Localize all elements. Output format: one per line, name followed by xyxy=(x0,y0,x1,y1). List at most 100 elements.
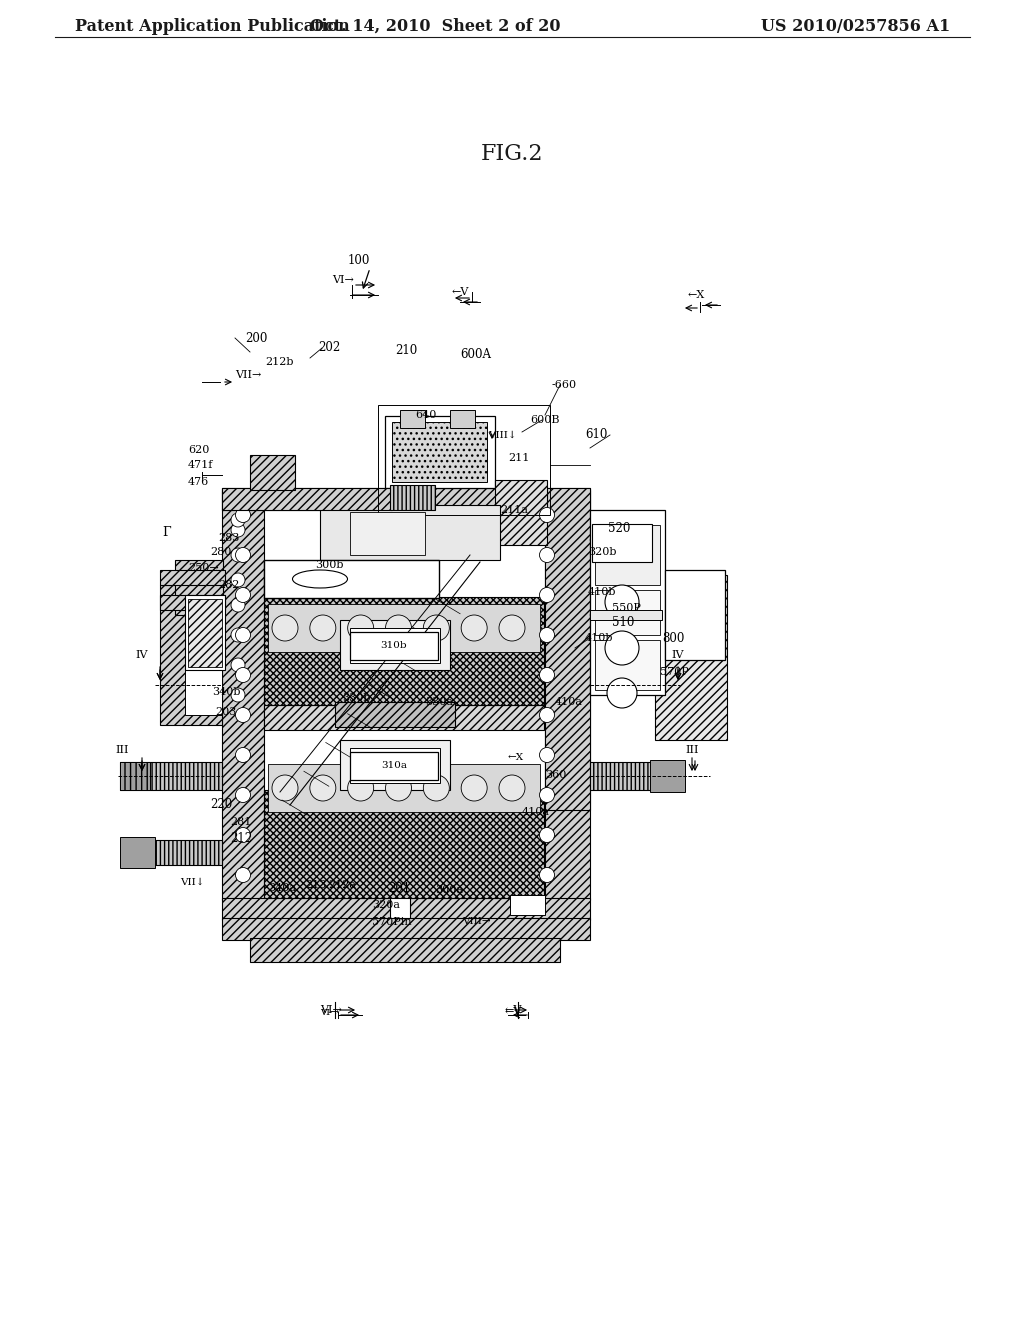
Text: VI→: VI→ xyxy=(332,275,354,285)
Text: 212: 212 xyxy=(230,832,252,845)
Bar xyxy=(595,590,660,635)
Circle shape xyxy=(540,548,555,562)
Circle shape xyxy=(231,548,245,562)
Bar xyxy=(160,570,225,585)
Circle shape xyxy=(540,828,555,842)
Circle shape xyxy=(540,867,555,883)
Circle shape xyxy=(540,788,555,803)
Bar xyxy=(650,760,685,792)
Bar xyxy=(545,490,590,900)
Text: 800: 800 xyxy=(662,631,684,644)
Circle shape xyxy=(605,631,639,665)
Text: 280: 280 xyxy=(210,546,231,557)
Bar xyxy=(350,632,438,660)
Bar xyxy=(222,488,392,510)
Bar xyxy=(378,405,550,515)
Text: 212a: 212a xyxy=(328,880,356,890)
Bar xyxy=(400,411,425,428)
Text: 300a: 300a xyxy=(435,884,463,895)
Bar xyxy=(160,595,225,610)
Text: Γ: Γ xyxy=(162,525,171,539)
Text: 600A: 600A xyxy=(460,348,490,362)
Bar xyxy=(185,595,222,715)
Text: VI→: VI→ xyxy=(319,1005,342,1015)
Bar xyxy=(590,510,665,696)
Text: 212b: 212b xyxy=(265,356,294,367)
Text: ←V: ←V xyxy=(452,286,469,297)
Bar xyxy=(120,762,150,789)
Text: 203: 203 xyxy=(215,708,237,717)
Circle shape xyxy=(348,775,374,801)
Circle shape xyxy=(236,747,251,763)
Text: 320a: 320a xyxy=(372,900,400,909)
Bar xyxy=(595,525,660,585)
Bar xyxy=(150,840,222,865)
Bar xyxy=(185,595,225,671)
Text: 202: 202 xyxy=(318,342,340,355)
Text: 471f: 471f xyxy=(188,459,213,470)
Bar xyxy=(545,488,590,810)
Text: 250→: 250→ xyxy=(188,564,219,573)
Circle shape xyxy=(310,615,336,642)
Bar xyxy=(392,422,487,482)
Bar xyxy=(665,570,725,660)
Bar xyxy=(222,488,590,510)
Text: 340b: 340b xyxy=(212,686,241,697)
Bar xyxy=(655,576,727,741)
Circle shape xyxy=(231,688,245,702)
Bar xyxy=(335,702,455,727)
Bar xyxy=(350,512,425,554)
Circle shape xyxy=(385,775,412,801)
Bar xyxy=(340,620,450,671)
Text: 570Pin: 570Pin xyxy=(372,917,412,927)
Circle shape xyxy=(231,628,245,642)
Circle shape xyxy=(423,775,450,801)
Text: IV: IV xyxy=(136,649,148,660)
Text: 330a: 330a xyxy=(425,697,453,708)
Text: 282: 282 xyxy=(218,579,240,590)
Circle shape xyxy=(231,523,245,537)
Circle shape xyxy=(236,548,251,562)
Circle shape xyxy=(423,615,450,642)
Text: ←V: ←V xyxy=(505,1005,522,1015)
Bar xyxy=(410,898,590,920)
Text: 100: 100 xyxy=(348,253,371,267)
Bar xyxy=(264,789,544,898)
Bar xyxy=(120,837,155,869)
Bar xyxy=(592,524,652,562)
Circle shape xyxy=(461,775,487,801)
Bar xyxy=(268,605,540,652)
Text: 211: 211 xyxy=(508,453,529,463)
Text: VII→: VII→ xyxy=(234,370,261,380)
Text: 600B: 600B xyxy=(530,414,559,425)
Circle shape xyxy=(236,668,251,682)
Bar xyxy=(268,764,540,812)
Bar xyxy=(188,599,222,667)
Ellipse shape xyxy=(293,570,347,587)
Circle shape xyxy=(310,775,336,801)
Text: 340a: 340a xyxy=(268,883,296,894)
Bar xyxy=(222,917,590,940)
Text: 211a: 211a xyxy=(500,506,528,515)
Text: 310a: 310a xyxy=(381,762,407,771)
Text: 283: 283 xyxy=(218,533,240,543)
Text: FIG.2: FIG.2 xyxy=(480,143,544,165)
Text: ←X: ←X xyxy=(688,290,706,300)
Text: 210: 210 xyxy=(395,343,417,356)
Bar xyxy=(264,705,544,730)
Bar xyxy=(264,560,439,598)
Text: 410a: 410a xyxy=(522,807,550,817)
Bar xyxy=(340,741,450,789)
Text: 570P: 570P xyxy=(660,667,689,677)
Circle shape xyxy=(385,615,412,642)
Circle shape xyxy=(231,598,245,612)
Circle shape xyxy=(236,507,251,523)
Bar xyxy=(160,585,222,725)
Bar xyxy=(250,455,295,490)
Circle shape xyxy=(499,615,525,642)
Bar xyxy=(390,484,435,510)
Circle shape xyxy=(348,615,374,642)
Bar xyxy=(350,748,440,783)
Circle shape xyxy=(236,867,251,883)
Bar xyxy=(510,895,545,915)
